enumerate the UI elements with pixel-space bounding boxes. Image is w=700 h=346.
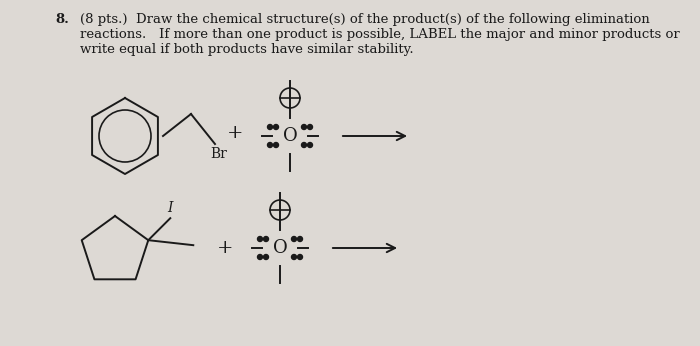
Circle shape [291, 255, 297, 260]
Text: O: O [283, 127, 298, 145]
Circle shape [298, 237, 302, 242]
Circle shape [302, 143, 307, 147]
Circle shape [307, 125, 312, 129]
Circle shape [263, 237, 269, 242]
Circle shape [298, 255, 302, 260]
Text: +: + [217, 239, 233, 257]
Text: write equal if both products have similar stability.: write equal if both products have simila… [80, 43, 414, 56]
Text: reactions.   If more than one product is possible, LABEL the major and minor pro: reactions. If more than one product is p… [80, 28, 680, 41]
Text: +: + [227, 124, 244, 142]
Text: 8.: 8. [55, 13, 69, 26]
Text: O: O [272, 239, 288, 257]
Text: (8 pts.)  Draw the chemical structure(s) of the product(s) of the following elim: (8 pts.) Draw the chemical structure(s) … [80, 13, 650, 26]
Circle shape [302, 125, 307, 129]
Circle shape [274, 125, 279, 129]
Circle shape [258, 237, 262, 242]
Circle shape [258, 255, 262, 260]
Circle shape [267, 143, 272, 147]
Circle shape [267, 125, 272, 129]
Circle shape [291, 237, 297, 242]
Circle shape [307, 143, 312, 147]
Circle shape [274, 143, 279, 147]
Circle shape [263, 255, 269, 260]
Text: Br: Br [210, 147, 227, 161]
Text: I: I [167, 201, 173, 215]
